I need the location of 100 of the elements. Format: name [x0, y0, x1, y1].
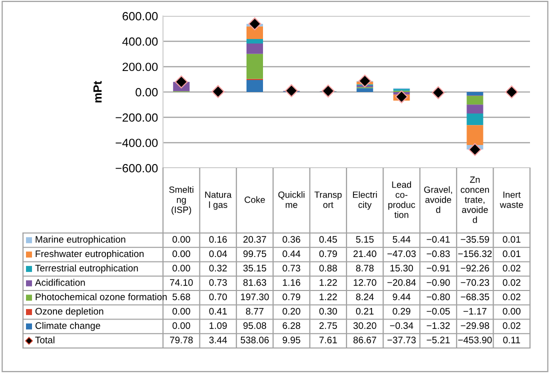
- data-label: 0.36: [282, 236, 300, 243]
- data-label: −37.73: [387, 336, 416, 344]
- data-label: 99.75: [243, 250, 266, 258]
- data-label: −0.05: [426, 308, 450, 315]
- x-tick-label: Transp ort: [314, 192, 342, 208]
- x-tick-label: Lead co- produc tion: [388, 181, 416, 218]
- legend-label: Ozone depletion: [35, 308, 104, 316]
- x-tick-label: Gravel, avoide d: [424, 186, 452, 213]
- data-label: 0.79: [319, 250, 337, 258]
- data-label: 1.16: [282, 279, 300, 286]
- data-label: 15.30: [390, 264, 413, 272]
- data-label: −92.26: [460, 264, 490, 272]
- data-label: 74.10: [170, 279, 193, 286]
- data-label: 0.32: [209, 264, 227, 272]
- x-tick-label: Quickli me: [278, 191, 304, 208]
- data-label: 0.00: [172, 308, 190, 315]
- data-label: 79.78: [170, 336, 193, 344]
- data-label: −70.23: [460, 279, 490, 286]
- data-label: 0.44: [282, 250, 300, 258]
- data-label: 0.02: [502, 322, 520, 329]
- data-label: −453.90: [458, 336, 492, 344]
- data-label: −0.80: [426, 294, 450, 300]
- data-label: 7.61: [319, 336, 337, 344]
- data-label: −0.91: [426, 264, 450, 272]
- data-label: −0.34: [390, 322, 414, 329]
- data-label: 0.45: [319, 236, 337, 243]
- y-tick-label: 0.00: [136, 88, 158, 96]
- data-label: 0.01: [502, 236, 520, 243]
- data-label: 8.77: [246, 308, 264, 315]
- legend-label: Total: [35, 336, 54, 344]
- data-label: −0.41: [426, 236, 450, 243]
- data-label: 2.75: [319, 322, 337, 329]
- data-label: −68.35: [460, 294, 490, 300]
- data-label: −5.21: [426, 336, 450, 344]
- data-label: 12.70: [354, 279, 376, 286]
- data-label: 197.30: [241, 294, 269, 300]
- data-label: 0.11: [503, 336, 520, 344]
- data-label: 0.20: [282, 308, 300, 315]
- data-label: −156.32: [458, 250, 492, 258]
- data-label: 3.44: [209, 336, 227, 344]
- data-label: 5.44: [392, 236, 410, 243]
- y-tick-label: 600.00: [122, 12, 158, 20]
- data-label: 0.29: [392, 308, 410, 315]
- data-label: 1.22: [320, 279, 337, 286]
- legend-label: Terrestrial eutrophication: [35, 264, 138, 274]
- data-label: 30.20: [353, 322, 376, 329]
- y-tick-label: −200.00: [116, 113, 158, 122]
- data-label: 9.95: [282, 336, 300, 344]
- x-tick-label: Inert waste: [500, 192, 524, 208]
- x-tick-label: Electri city: [353, 191, 377, 210]
- data-label: 0.30: [319, 308, 337, 315]
- data-label: 0.02: [502, 294, 520, 300]
- x-tick-label: Coke: [244, 196, 265, 203]
- data-label: 0.02: [502, 264, 520, 272]
- data-label: 0.04: [209, 250, 227, 258]
- legend-label: Climate change: [35, 322, 100, 331]
- x-tick-label: Zn concen trate, avoide d: [460, 176, 489, 224]
- y-tick-label: 400.00: [122, 37, 158, 46]
- data-label: 0.21: [356, 308, 374, 315]
- data-label: 0.73: [282, 264, 300, 272]
- data-label: 0.01: [502, 250, 520, 258]
- data-label: 5.15: [356, 236, 374, 243]
- data-label: 6.28: [282, 322, 300, 329]
- data-label: 0.00: [502, 308, 520, 315]
- y-tick-label: −600.00: [116, 164, 158, 172]
- legend-label: Marine eutrophication: [36, 236, 126, 245]
- data-label: 21.40: [354, 250, 376, 258]
- data-label: −0.90: [426, 279, 450, 286]
- x-tick-label: Smelti ng (ISP): [169, 186, 194, 215]
- data-label: 538.06: [240, 336, 269, 344]
- legend-label: Acidification: [35, 278, 85, 286]
- legend-label: Freshwater eutrophication: [36, 250, 144, 259]
- data-label: 95.08: [243, 322, 266, 329]
- data-label: 0.02: [502, 279, 520, 286]
- data-label: 0.00: [172, 264, 190, 272]
- data-label: 81.63: [243, 279, 266, 286]
- data-label: −35.59: [460, 236, 490, 243]
- data-label: 0.73: [209, 279, 227, 286]
- y-axis-title: mPt: [93, 80, 102, 102]
- data-label: −1.17: [463, 308, 486, 315]
- data-label: −29.98: [460, 322, 490, 329]
- legend-label: Photochemical ozone formation: [36, 293, 167, 300]
- data-label: 86.67: [353, 336, 376, 344]
- data-label: 8.78: [356, 264, 374, 272]
- data-label: 5.68: [172, 294, 190, 300]
- data-label: 8.24: [356, 294, 374, 300]
- data-label: −1.32: [426, 322, 450, 329]
- data-label: 1.22: [320, 294, 337, 300]
- data-label: 0.88: [319, 264, 337, 272]
- data-label: 0.70: [209, 294, 227, 300]
- x-tick-label: Natura l gas: [205, 192, 232, 210]
- y-tick-label: 200.00: [122, 62, 158, 72]
- y-tick-label: −400.00: [116, 138, 158, 148]
- data-label: −20.84: [387, 279, 416, 286]
- data-label: 9.44: [392, 294, 410, 300]
- data-label: 0.00: [172, 322, 190, 329]
- data-label: 0.00: [172, 250, 190, 258]
- data-label: −0.83: [426, 250, 450, 258]
- data-label: 20.37: [243, 236, 266, 243]
- data-label: 0.41: [209, 308, 227, 315]
